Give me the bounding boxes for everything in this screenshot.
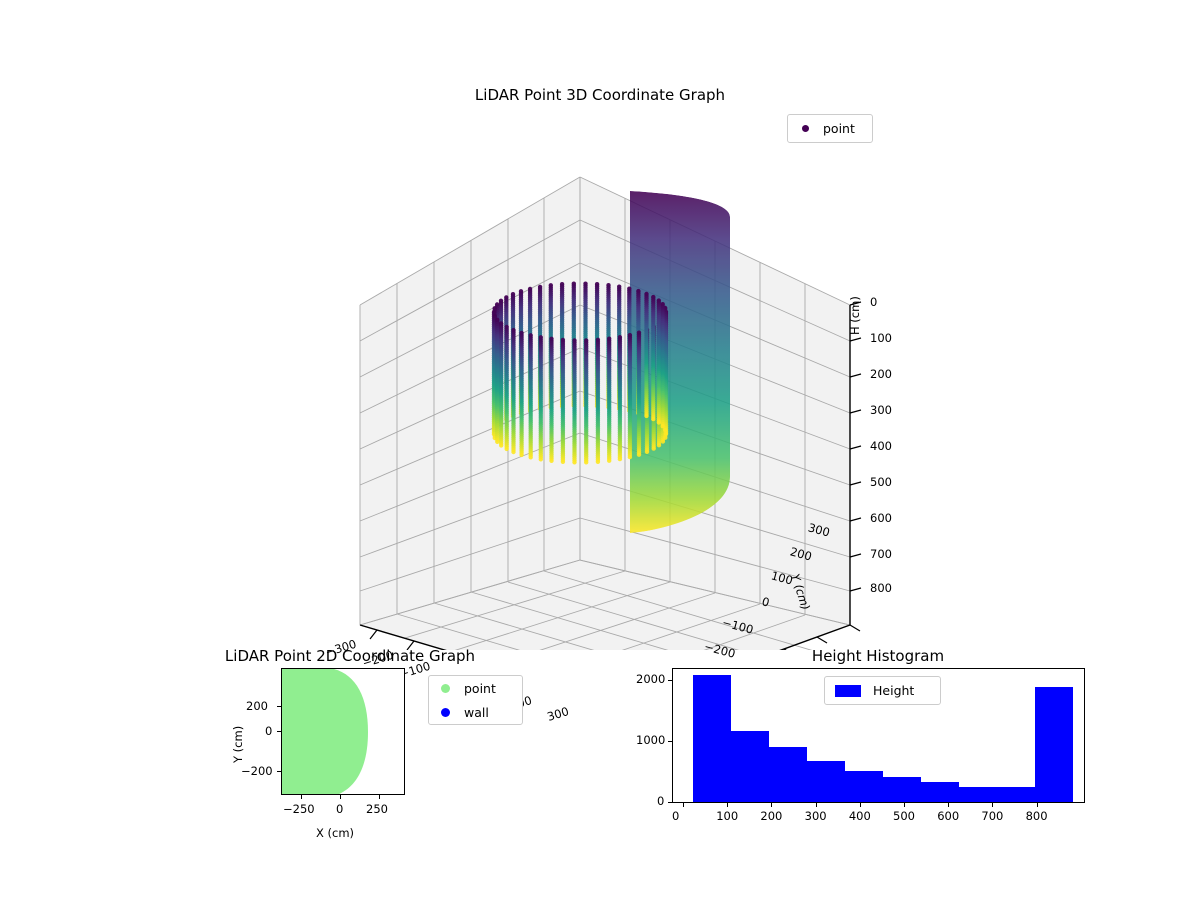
histogram-xtick-label: 300	[804, 809, 827, 823]
histogram-xtick-mark	[992, 803, 994, 807]
plot3d-ztick-2: 200	[870, 367, 892, 381]
plot3d-ticks	[369, 301, 862, 650]
histogram-bar	[844, 770, 883, 802]
histogram-ytick-mark	[668, 802, 672, 803]
histogram-bar	[692, 675, 731, 802]
histogram-bar	[920, 781, 959, 802]
histogram-xtick-mark	[948, 803, 950, 807]
plot3d-ztick-0: 0	[870, 295, 878, 309]
plot3d-ztick-1: 100	[870, 331, 892, 345]
plot2d-xtick-mark-1	[340, 795, 341, 799]
plot3d-spines	[359, 305, 851, 650]
histogram-xtick-label: 400	[848, 809, 871, 823]
plot3d-ztick-6: 600	[870, 511, 892, 525]
plot3d-zlabel: H (cm)	[848, 296, 862, 335]
histogram-bar	[882, 777, 921, 802]
point-footprint-region	[282, 669, 368, 794]
histogram-xtick-mark	[1036, 803, 1038, 807]
histogram-xtick-mark	[859, 803, 861, 807]
histogram-bar	[730, 730, 769, 802]
plot3d-axes[interactable]: −300 −200 −100 0 100 200 300 300 200 100…	[324, 105, 892, 724]
plot2d-ytick-2: −200	[241, 764, 273, 778]
plot2d-ytick-0: 200	[246, 699, 268, 713]
histogram-xtick-mark	[727, 803, 729, 807]
plot3d-xtick-6: 300	[545, 704, 571, 724]
plot2d-ytick-mark-2	[277, 771, 281, 772]
histogram-ytick-label: 0	[657, 794, 665, 808]
plot2d-legend[interactable]: point wall	[428, 675, 523, 725]
point-cloud-columns	[491, 281, 669, 465]
histogram-xtick-mark	[904, 803, 906, 807]
plot2d-ylabel: Y (cm)	[231, 725, 245, 763]
plot2d-legend-label-point: point	[464, 680, 496, 696]
plot3d-ztick-8: 800	[870, 581, 892, 595]
plot2d-xlabel: X (cm)	[316, 826, 355, 840]
plot3d-ztick-5: 500	[870, 475, 892, 489]
plot3d-title: LiDAR Point 3D Coordinate Graph	[474, 86, 726, 104]
point-legend-marker-2d	[441, 683, 450, 693]
histogram-ytick-mark	[668, 740, 672, 742]
histogram-bar	[768, 747, 807, 802]
plot2d-ytick-mark-1	[277, 731, 281, 732]
plot2d-legend-item-wall[interactable]: wall	[429, 700, 522, 724]
point-legend-marker	[802, 125, 809, 132]
histogram-legend[interactable]: Height	[824, 676, 941, 705]
plot3d-ztick-7: 700	[870, 547, 892, 561]
histogram-title: Height Histogram	[811, 647, 945, 665]
plot3d-panes	[359, 176, 862, 650]
plot3d-legend-label: point	[823, 121, 855, 136]
histogram-bar	[1034, 686, 1073, 802]
plot2d-xtick-mark-0	[301, 795, 302, 799]
histogram-ytick-mark	[668, 679, 672, 681]
histogram-xtick-label: 700	[981, 809, 1004, 823]
histogram-xtick-label: 800	[1025, 809, 1048, 823]
plot2d-ytick-mark-0	[277, 706, 281, 707]
histogram-xtick-label: 100	[716, 809, 739, 823]
histogram-bars	[673, 669, 1084, 802]
histogram-xtick-label: 0	[672, 809, 680, 823]
histogram-xtick-label: 600	[937, 809, 960, 823]
height-legend-swatch	[835, 684, 861, 697]
plot2d-legend-item-point[interactable]: point	[429, 676, 522, 700]
plot2d-xtick-2: 250	[366, 802, 388, 816]
plot2d-title: LiDAR Point 2D Coordinate Graph	[224, 647, 476, 665]
histogram-xtick-mark	[683, 803, 685, 807]
plot2d-axes[interactable]	[281, 668, 405, 795]
plot2d-xtick-mark-2	[379, 795, 380, 799]
plot2d-xtick-0: −250	[283, 802, 315, 816]
histogram-xtick-label: 200	[760, 809, 783, 823]
histogram-bar	[996, 786, 1035, 802]
histogram-bar	[958, 787, 997, 802]
wall-legend-marker-2d	[441, 707, 450, 717]
plot2d-ytick-1: 0	[265, 724, 273, 738]
histogram-bar	[806, 760, 845, 802]
histogram-ytick-label: 2000	[636, 671, 666, 686]
histogram-xtick-mark	[771, 803, 773, 807]
histogram-legend-label: Height	[873, 683, 915, 698]
histogram-xtick-mark	[815, 803, 817, 807]
plot2d-xtick-1: 0	[336, 802, 344, 816]
plot3d-ztick-4: 400	[870, 439, 892, 453]
histogram-xtick-label: 500	[893, 809, 915, 823]
histogram-ytick-label: 1000	[636, 732, 666, 747]
plot3d-ztick-3: 300	[870, 403, 892, 417]
plot3d-legend[interactable]: point	[787, 114, 873, 143]
plot2d-legend-label-wall: wall	[464, 704, 489, 720]
